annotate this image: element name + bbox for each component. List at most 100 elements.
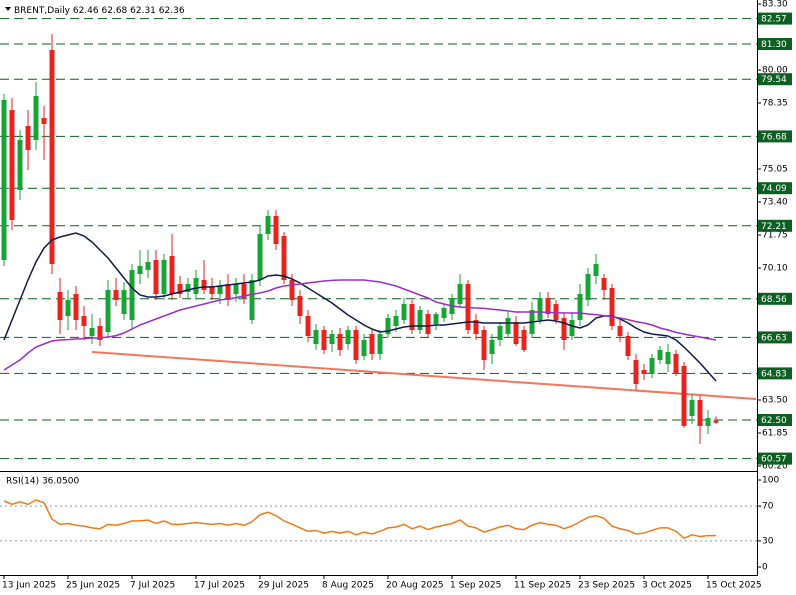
level-label-box: [758, 414, 792, 426]
candle-body: [665, 352, 671, 364]
candle-body: [249, 280, 255, 320]
candle-body: [161, 260, 167, 294]
level-label: 60.57: [761, 455, 787, 465]
candle-body: [689, 400, 695, 416]
x-tick-label: 8 Aug 2025: [322, 581, 374, 591]
y-tick-label: 71.75: [762, 231, 788, 241]
candle-body: [545, 298, 551, 314]
candle-body: [577, 294, 583, 320]
candle-body: [393, 316, 399, 326]
candle-body: [641, 370, 647, 374]
candle-body: [657, 350, 663, 360]
level-label: 62.50: [761, 416, 787, 426]
candle-body: [433, 314, 439, 324]
candle-body: [353, 330, 359, 360]
candle-body: [257, 234, 263, 280]
candle-body: [385, 318, 391, 334]
candle-body: [321, 330, 327, 350]
moving-average: [3, 232, 717, 382]
symbol: BRENT,Daily: [14, 6, 71, 16]
candle-body: [377, 334, 383, 354]
x-tick-label: 29 Jul 2025: [258, 581, 309, 591]
chart-header: BRENT,Daily 62.46 62.68 62.31 62.36: [14, 6, 185, 16]
candle-body: [489, 340, 495, 354]
y-tick-label: 80.00: [762, 66, 788, 76]
candle-body: [305, 316, 311, 336]
candle-body: [225, 284, 231, 300]
y-tick-label: 30: [762, 536, 774, 546]
candle-body: [289, 280, 295, 300]
candle-body: [457, 284, 463, 304]
y-tick-label: 60.20: [762, 462, 788, 472]
candle-body: [713, 420, 719, 423]
candle-body: [201, 280, 207, 290]
close-price: 62.36: [159, 6, 185, 16]
candle-body: [209, 286, 215, 294]
level-label: 72.21: [761, 222, 787, 232]
candle-body: [553, 304, 559, 320]
y-tick-label: 63.50: [762, 396, 788, 406]
candle-body: [697, 400, 703, 426]
candle-body: [121, 290, 127, 314]
level-label-box: [758, 73, 792, 86]
candle-body: [337, 334, 343, 350]
candle-body: [569, 320, 575, 336]
rsi-title: RSI(14) 36.0500: [6, 477, 79, 487]
candle-body: [425, 314, 431, 334]
y-tick-label: 83.30: [762, 0, 788, 10]
level-label-box: [758, 292, 792, 305]
candle-body: [537, 298, 543, 320]
candle-body: [601, 278, 607, 290]
y-tick-label: 70: [762, 502, 774, 512]
candle-body: [633, 360, 639, 384]
candle-body: [81, 316, 87, 326]
candle-body: [281, 236, 287, 280]
level-label-box: [758, 38, 792, 50]
level-label: 82.57: [761, 15, 787, 25]
candle-body: [409, 304, 415, 330]
level-label-box: [758, 452, 792, 465]
y-tick-label: 61.85: [762, 429, 788, 439]
level-label: 64.83: [761, 369, 787, 379]
candle-body: [705, 418, 711, 426]
level-label: 68.56: [761, 295, 787, 305]
candle-body: [9, 110, 15, 220]
candle-body: [89, 328, 95, 336]
x-tick-label: 15 Oct 2025: [706, 581, 762, 591]
candle-body: [561, 318, 567, 340]
candle-body: [185, 284, 191, 292]
candle-body: [369, 334, 375, 354]
level-label-box: [758, 12, 792, 25]
candle-body: [145, 262, 151, 270]
moving-average: [3, 279, 717, 371]
candle-body: [137, 266, 143, 274]
menu-arrow: [5, 7, 11, 11]
level-label-box: [758, 219, 792, 232]
candle-body: [177, 284, 183, 294]
candle-body: [513, 322, 519, 344]
y-tick-label: 78.35: [762, 99, 788, 109]
level-label-box: [758, 130, 792, 143]
candle-body: [625, 336, 631, 356]
candle-body: [33, 96, 39, 140]
candle-body: [265, 216, 271, 234]
candle-body: [609, 288, 615, 326]
level-label: 76.68: [761, 132, 787, 142]
candle-body: [313, 330, 319, 344]
candle-body: [473, 320, 479, 334]
x-tick-label: 7 Jul 2025: [130, 581, 175, 591]
candle-body: [17, 140, 23, 190]
open-price: 62.46: [73, 6, 99, 16]
candle-body: [25, 126, 31, 150]
candle-body: [193, 278, 199, 294]
candle-body: [481, 330, 487, 360]
candle-body: [681, 366, 687, 426]
candle-body: [49, 50, 55, 264]
y-tick-label: 73.40: [762, 198, 788, 208]
x-tick-label: 17 Jul 2025: [194, 581, 245, 591]
candle-body: [673, 354, 679, 374]
x-tick-label: 3 Oct 2025: [642, 581, 692, 591]
candle-body: [585, 274, 591, 300]
x-tick-label: 20 Aug 2025: [386, 581, 444, 591]
y-tick-label: 100: [762, 476, 779, 486]
